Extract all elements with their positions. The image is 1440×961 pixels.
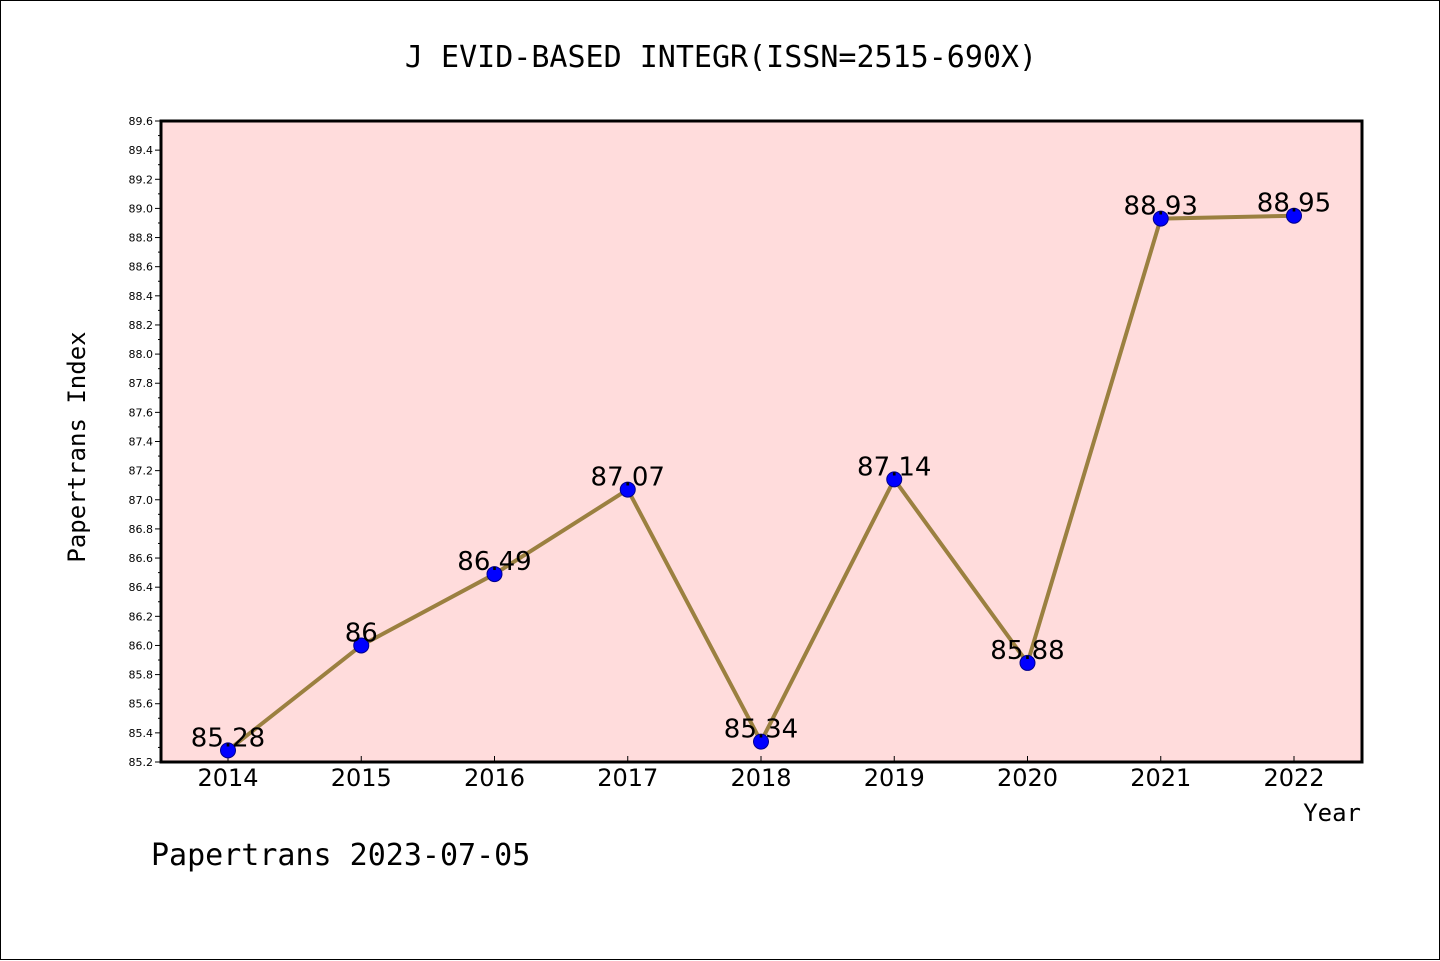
y-tick-label: 86.4 [129, 581, 154, 594]
data-label: 85.88 [990, 636, 1064, 666]
data-label: 85.34 [724, 715, 798, 745]
data-label: 86 [345, 618, 378, 648]
x-tick-label: 2017 [597, 764, 658, 792]
data-label: 87.07 [591, 463, 665, 493]
x-tick-label: 2015 [331, 764, 392, 792]
data-points [220, 207, 1302, 759]
y-axis: 85.2 85.4 85.6 85.8 86.0 86.2 86.4 86.6 86.8 87.0… [129, 115, 161, 769]
data-point [619, 481, 636, 498]
y-tick-label: 86.8 [129, 523, 154, 536]
plot-area [161, 121, 1362, 762]
data-point [753, 733, 769, 750]
y-tick-label: 86.0 [129, 639, 154, 652]
y-axis-label: Papertrans Index [63, 331, 91, 562]
y-tick-label: 85.8 [129, 669, 154, 682]
data-point [353, 637, 370, 654]
y-tick-label: 85.2 [129, 756, 154, 769]
y-tick-label: 87.8 [129, 377, 154, 390]
y-tick-label: 89.4 [129, 144, 154, 157]
x-axis-label: Year [1303, 799, 1361, 827]
plot-border [159, 119, 1364, 764]
y-tick-label: 88.6 [129, 261, 154, 274]
y-tick-label: 85.6 [129, 698, 154, 711]
y-tick-label: 88.2 [129, 319, 154, 332]
data-point [1019, 654, 1036, 671]
x-tick-label: 2014 [197, 764, 258, 792]
x-axis: 2014 2015 2016 2017 2018 2019 2020 2021 2022 [197, 756, 1325, 792]
data-point [1286, 207, 1302, 224]
data-label: 88.93 [1124, 192, 1198, 222]
y-tick-label: 87.6 [129, 406, 154, 419]
y-tick-label: 86.2 [129, 610, 154, 623]
x-tick-label: 2019 [864, 764, 925, 792]
data-point [220, 742, 236, 759]
data-point [1152, 210, 1169, 227]
data-point [886, 471, 903, 488]
chart-title: J EVID-BASED INTEGR(ISSN=2515-690X) [405, 40, 1037, 75]
y-tick-label: 89.2 [129, 173, 154, 186]
data-labels: 85.28 86 86.49 87.07 85.34 87.14 85.88 88.93 88.… [191, 189, 1331, 754]
y-tick-label: 87.0 [129, 494, 154, 507]
data-label: 86.49 [457, 547, 531, 577]
y-tick-label: 88.4 [129, 290, 154, 303]
y-tick-label: 85.4 [129, 727, 154, 740]
y-tick-label: 87.2 [129, 465, 154, 478]
data-label: 88.95 [1257, 189, 1331, 219]
data-label: 85.28 [191, 723, 265, 753]
y-tick-label: 89.6 [129, 115, 154, 128]
y-tick-label: 86.6 [129, 552, 154, 565]
x-tick-label: 2020 [997, 764, 1058, 792]
x-tick-label: 2022 [1263, 764, 1324, 792]
y-tick-label: 88.0 [129, 348, 154, 361]
y-tick-label: 87.4 [129, 436, 154, 449]
data-point [486, 566, 503, 583]
data-label: 87.14 [857, 452, 931, 482]
y-tick-label: 88.8 [129, 232, 154, 245]
x-tick-label: 2021 [1130, 764, 1191, 792]
x-tick-label: 2016 [464, 764, 525, 792]
footer-date: Papertrans 2023-07-05 [151, 838, 530, 873]
x-tick-label: 2018 [730, 764, 791, 792]
y-tick-label: 89.0 [129, 202, 154, 215]
